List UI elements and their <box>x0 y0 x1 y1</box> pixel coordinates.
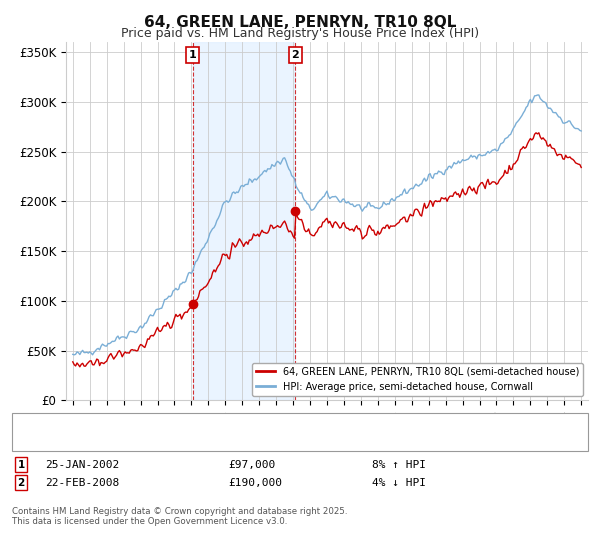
Text: Price paid vs. HM Land Registry's House Price Index (HPI): Price paid vs. HM Land Registry's House … <box>121 27 479 40</box>
Text: £97,000: £97,000 <box>228 460 275 470</box>
Text: 4% ↓ HPI: 4% ↓ HPI <box>372 478 426 488</box>
Text: 8% ↑ HPI: 8% ↑ HPI <box>372 460 426 470</box>
Legend: 64, GREEN LANE, PENRYN, TR10 8QL (semi-detached house), HPI: Average price, semi: 64, GREEN LANE, PENRYN, TR10 8QL (semi-d… <box>252 363 583 395</box>
Text: 64, GREEN LANE, PENRYN, TR10 8QL: 64, GREEN LANE, PENRYN, TR10 8QL <box>144 15 456 30</box>
Text: 1: 1 <box>17 460 25 470</box>
Text: 22-FEB-2008: 22-FEB-2008 <box>45 478 119 488</box>
Text: ─────: ───── <box>30 430 59 440</box>
Text: Contains HM Land Registry data © Crown copyright and database right 2025.
This d: Contains HM Land Registry data © Crown c… <box>12 507 347 526</box>
Bar <box>193 42 295 400</box>
Text: 1: 1 <box>189 50 196 60</box>
Text: 2: 2 <box>17 478 25 488</box>
Text: HPI: Average price, semi-detached house, Cornwall: HPI: Average price, semi-detached house,… <box>78 438 328 449</box>
Text: 25-JAN-2002: 25-JAN-2002 <box>45 460 119 470</box>
Text: £190,000: £190,000 <box>228 478 282 488</box>
Text: 2: 2 <box>292 50 299 60</box>
Text: ─────: ───── <box>30 438 59 449</box>
Text: 64, GREEN LANE, PENRYN, TR10 8QL (semi-detached house): 64, GREEN LANE, PENRYN, TR10 8QL (semi-d… <box>78 430 374 440</box>
